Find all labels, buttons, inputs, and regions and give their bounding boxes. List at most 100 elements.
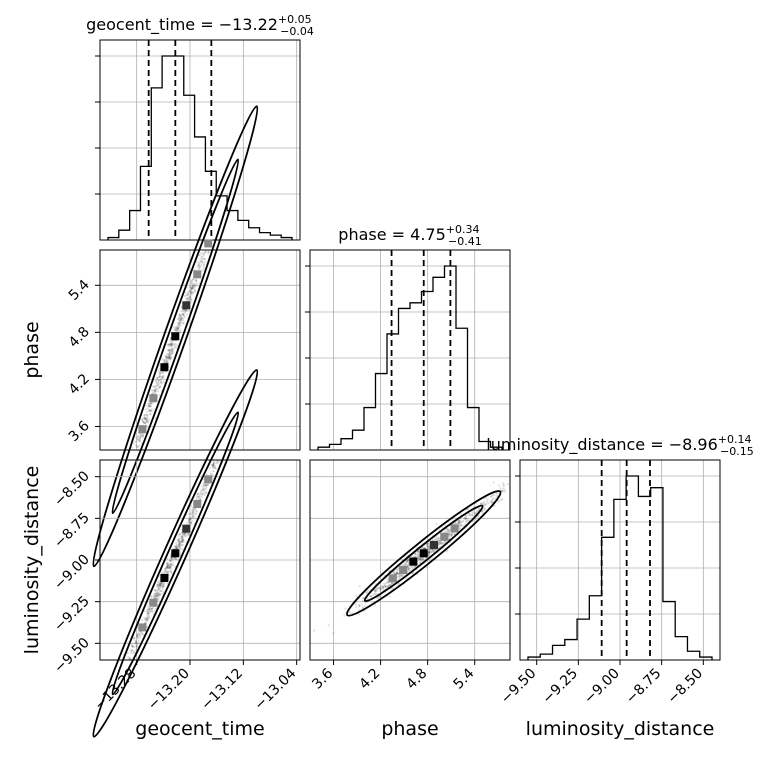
scatter-point: [143, 417, 147, 420]
scatter-point: [137, 636, 140, 639]
scatter-point: [186, 291, 189, 294]
scatter-point: [163, 359, 166, 362]
scatter-point: [407, 559, 410, 563]
scatter-point: [166, 356, 169, 359]
scatter-point: [158, 385, 161, 389]
scatter-point: [391, 572, 394, 575]
scatter-point: [468, 512, 471, 516]
scatter-point: [153, 389, 156, 392]
scatter-point: [179, 537, 183, 540]
scatter-point: [159, 585, 162, 589]
scatter-point: [378, 586, 381, 590]
scatter-point: [137, 438, 140, 441]
scatter-point: [169, 570, 172, 574]
scatter-point: [407, 563, 410, 567]
scatter-point: [143, 413, 146, 416]
scatter-point: [148, 409, 151, 412]
scatter-point: [147, 614, 150, 617]
scatter-point: [466, 518, 469, 521]
scatter-point: [467, 507, 470, 511]
scatter-point: [157, 592, 160, 595]
scatter-point: [190, 298, 193, 301]
scatter-point: [150, 389, 153, 392]
scatter-point: [506, 482, 510, 486]
hist-title-phase: phase = 4.75+0.34 −0.41: [338, 223, 481, 248]
scatter-point: [169, 348, 172, 351]
scatter-point: [375, 587, 378, 590]
y-tick-label: 4.2: [66, 371, 93, 398]
scatter-point: [313, 629, 316, 632]
scatter-point: [403, 563, 406, 566]
scatter-point: [167, 561, 170, 564]
scatter-point: [134, 640, 137, 643]
scatter-point: [207, 250, 210, 253]
scatter-point: [179, 313, 182, 316]
x-tick-label: −9.25: [540, 666, 582, 708]
scatter-point: [427, 553, 430, 557]
scatter-point: [202, 267, 205, 271]
scatter-point: [205, 250, 208, 253]
scatter-point: [180, 319, 183, 322]
scatter-point: [450, 533, 453, 537]
scatter-point: [194, 279, 197, 282]
scatter-point: [386, 581, 389, 584]
scatter-point: [442, 547, 446, 550]
scatter-point: [167, 563, 170, 566]
scatter-point: [379, 588, 382, 591]
scatter-point: [428, 550, 431, 553]
scatter-point: [176, 327, 179, 330]
scatter-point: [198, 263, 201, 266]
scatter-point: [376, 597, 379, 600]
scatter-point: [455, 522, 458, 525]
scatter-point: [170, 352, 173, 355]
scatter-point: [430, 548, 434, 551]
scatter-point: [415, 553, 418, 556]
scatter-point: [421, 546, 424, 550]
scatter-point: [182, 314, 185, 317]
scatter-point: [459, 524, 462, 527]
scatter-point: [449, 533, 452, 536]
scatter-panel-geocent_time-phase: [92, 105, 301, 568]
scatter-point: [214, 462, 217, 465]
scatter-point: [361, 599, 364, 603]
scatter-point: [178, 547, 181, 550]
scatter-point: [469, 514, 472, 517]
x-tick-label: −8.75: [623, 666, 665, 708]
scatter-point: [427, 543, 430, 546]
scatter-point: [183, 315, 186, 318]
scatter-point: [439, 540, 442, 544]
scatter-point: [145, 413, 148, 416]
scatter-point: [157, 597, 160, 600]
density-block: [193, 270, 202, 279]
scatter-point: [476, 510, 479, 513]
scatter-point: [159, 584, 162, 587]
scatter-point: [502, 483, 505, 486]
scatter-point: [458, 527, 461, 530]
scatter-point: [157, 370, 160, 373]
scatter-point: [154, 595, 158, 598]
scatter-point: [179, 324, 182, 327]
scatter-point: [471, 513, 474, 516]
scatter-point: [402, 573, 405, 576]
scatter-point: [181, 317, 184, 321]
scatter-point: [400, 574, 403, 577]
scatter-point: [131, 645, 135, 648]
scatter-point: [365, 591, 368, 594]
scatter-point: [169, 337, 172, 340]
scatter-point: [417, 558, 421, 562]
scatter-point: [193, 284, 196, 287]
scatter-point: [466, 508, 469, 511]
scatter-point: [176, 344, 179, 347]
scatter-point: [429, 551, 432, 554]
scatter-point: [466, 520, 469, 523]
scatter-point: [167, 353, 170, 356]
scatter-point: [145, 610, 148, 613]
scatter-point: [157, 593, 160, 596]
scatter-point: [167, 574, 171, 577]
scatter-point: [134, 640, 137, 643]
scatter-point: [457, 521, 460, 525]
scatter-point: [212, 464, 215, 467]
scatter-point: [160, 380, 163, 383]
scatter-point: [431, 549, 434, 552]
scatter-point: [146, 608, 149, 611]
